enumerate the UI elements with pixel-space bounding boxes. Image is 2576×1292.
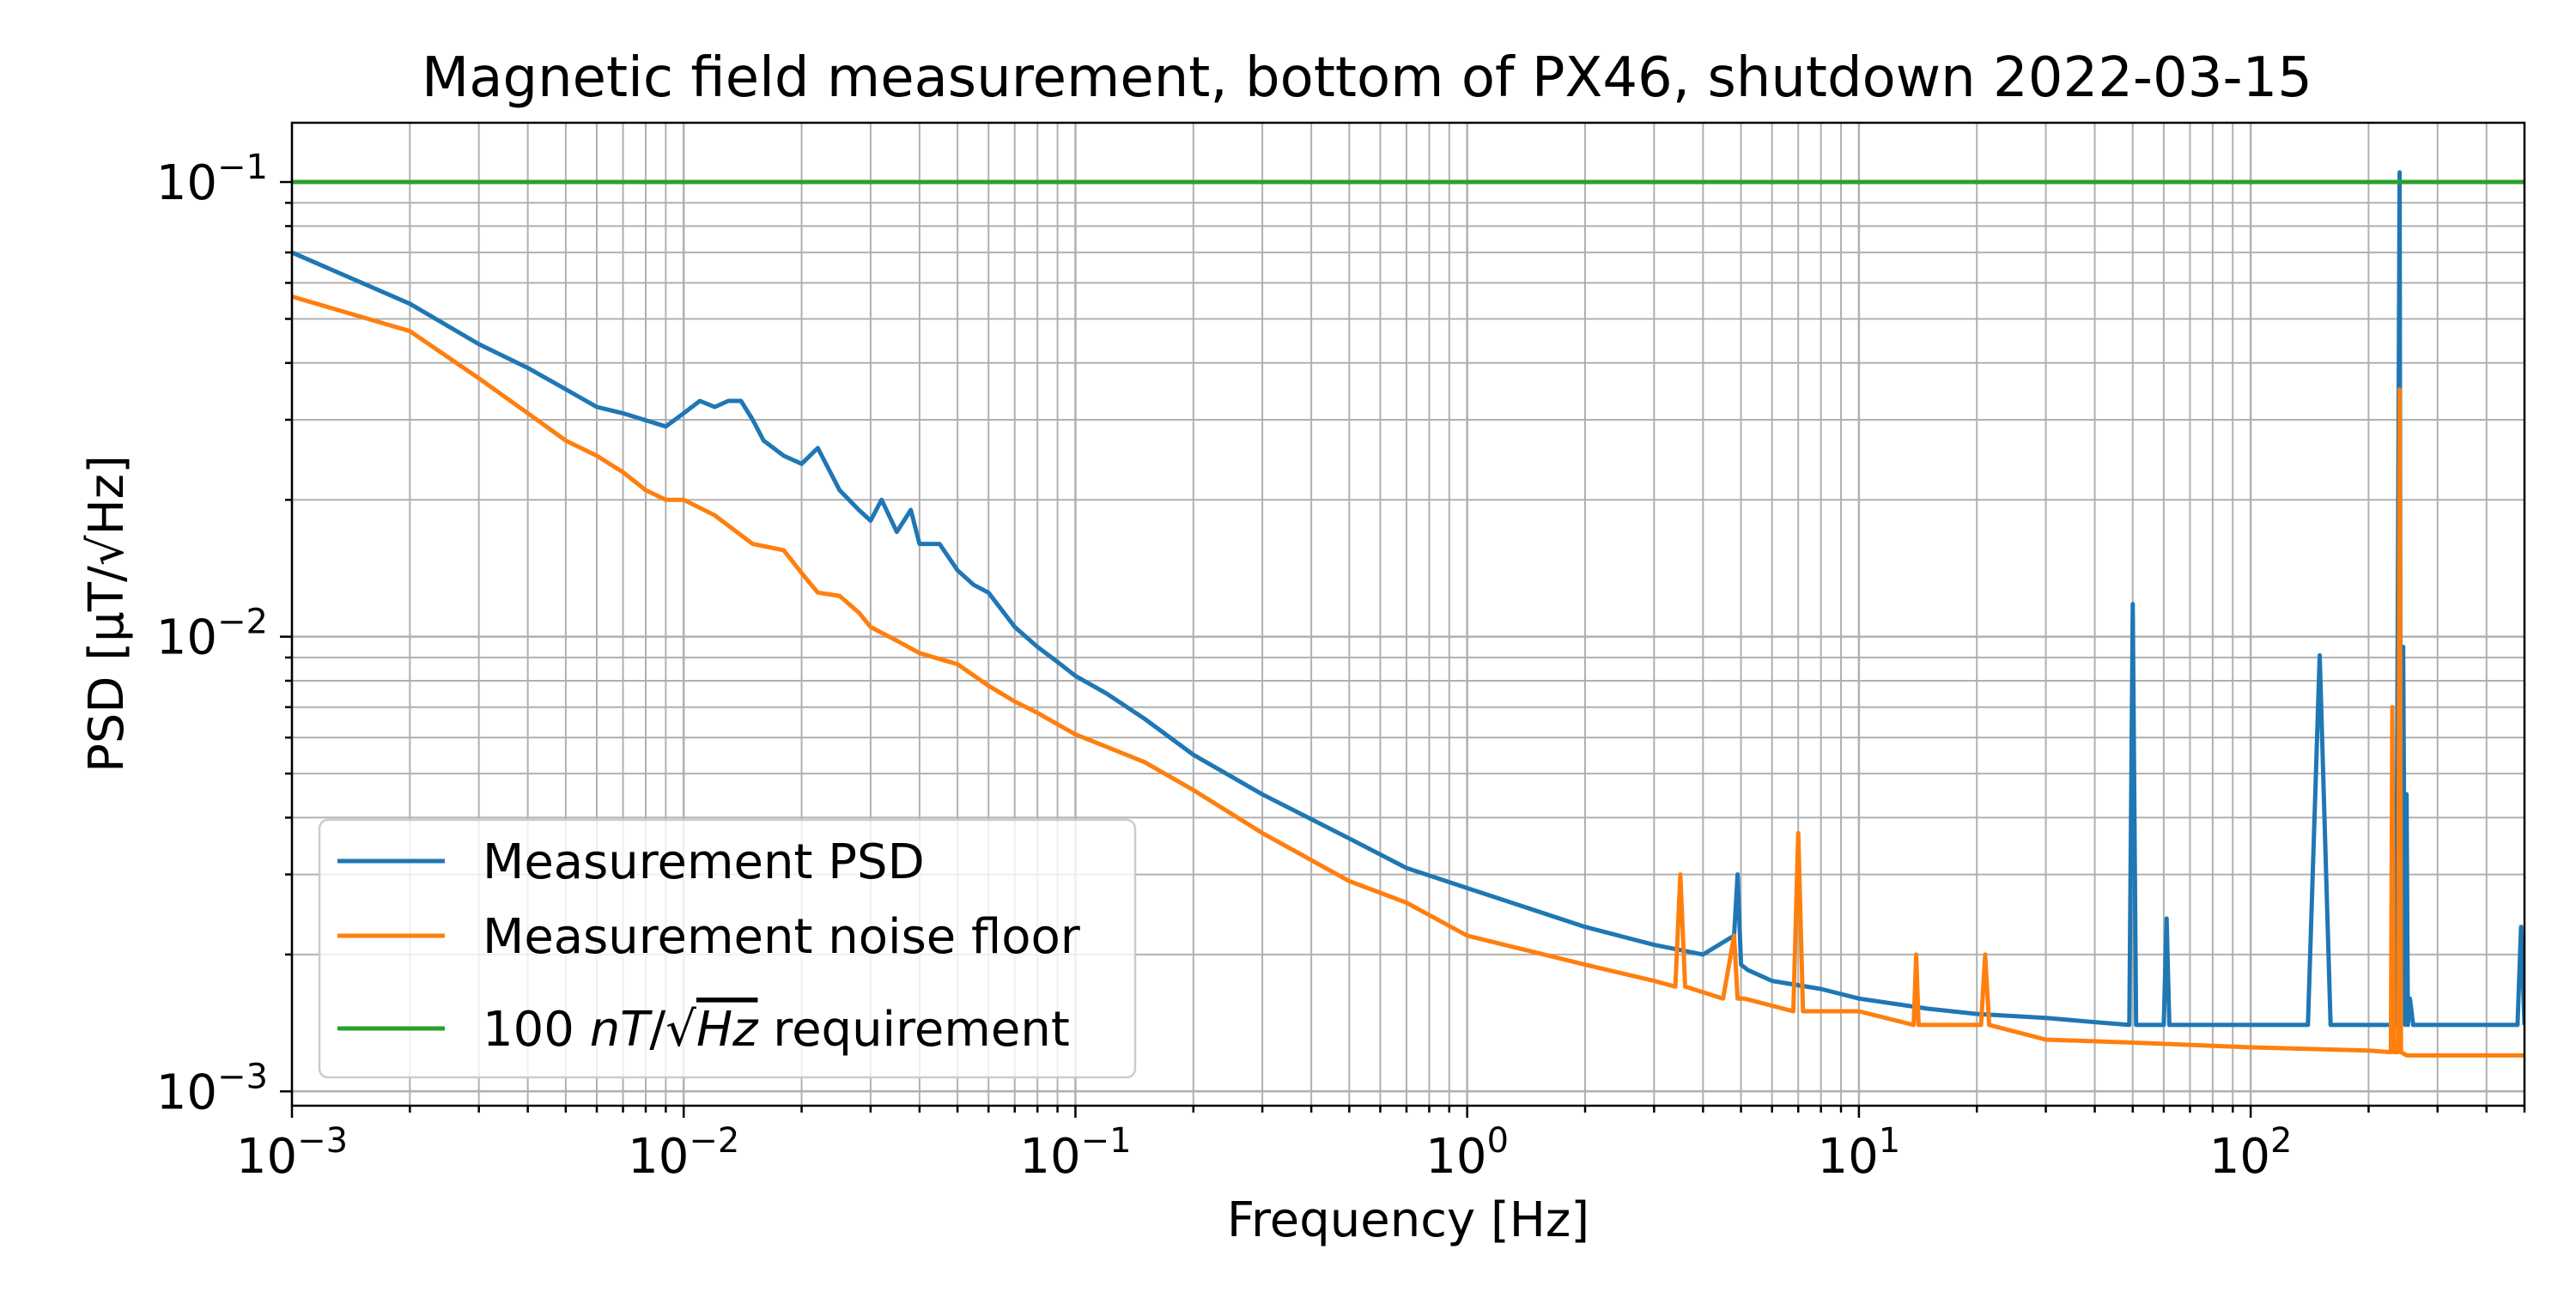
legend-label-measurement-psd: Measurement PSD [483, 834, 925, 890]
x-tick-label: 10−2 [628, 1121, 739, 1185]
x-tick-label: 101 [1818, 1121, 1901, 1185]
plot-frame [290, 121, 2526, 1107]
axis-ticks [280, 180, 2526, 1118]
axis-tick-labels: 10−3 10−2 10−1 100 101 102 10−1 10−2 10−3 [156, 148, 2293, 1185]
x-tick-label: 102 [2209, 1121, 2293, 1185]
legend-frame [318, 818, 1137, 1079]
legend-label-requirement: 100 nT/√Hz requirement [483, 1002, 1070, 1058]
y-tick-label: 10−1 [156, 148, 268, 211]
series-lines [292, 170, 2524, 1058]
y-axis-label: PSD [μT/√Hz] [79, 455, 135, 773]
y-tick-label: 10−2 [156, 603, 268, 666]
chart-title: Magnetic field measurement, bottom of PX… [422, 46, 2312, 110]
x-tick-label: 100 [1425, 1121, 1509, 1185]
y-tick-label: 10−3 [156, 1057, 268, 1120]
x-tick-label: 10−1 [1019, 1121, 1131, 1185]
series-line-1 [292, 294, 2524, 1058]
legend-label-noise-floor: Measurement noise floor [483, 909, 1081, 965]
x-axis-label: Frequency [Hz] [1227, 1192, 1589, 1248]
legend: Measurement PSD Measurement noise floor … [318, 818, 1137, 1079]
x-tick-label: 10−3 [236, 1121, 348, 1185]
